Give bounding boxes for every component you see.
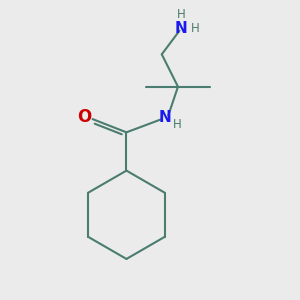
Text: H: H xyxy=(191,22,200,35)
Text: N: N xyxy=(175,21,187,36)
Text: H: H xyxy=(173,118,182,131)
Text: O: O xyxy=(77,108,92,126)
Text: N: N xyxy=(158,110,171,125)
Text: H: H xyxy=(176,8,185,21)
